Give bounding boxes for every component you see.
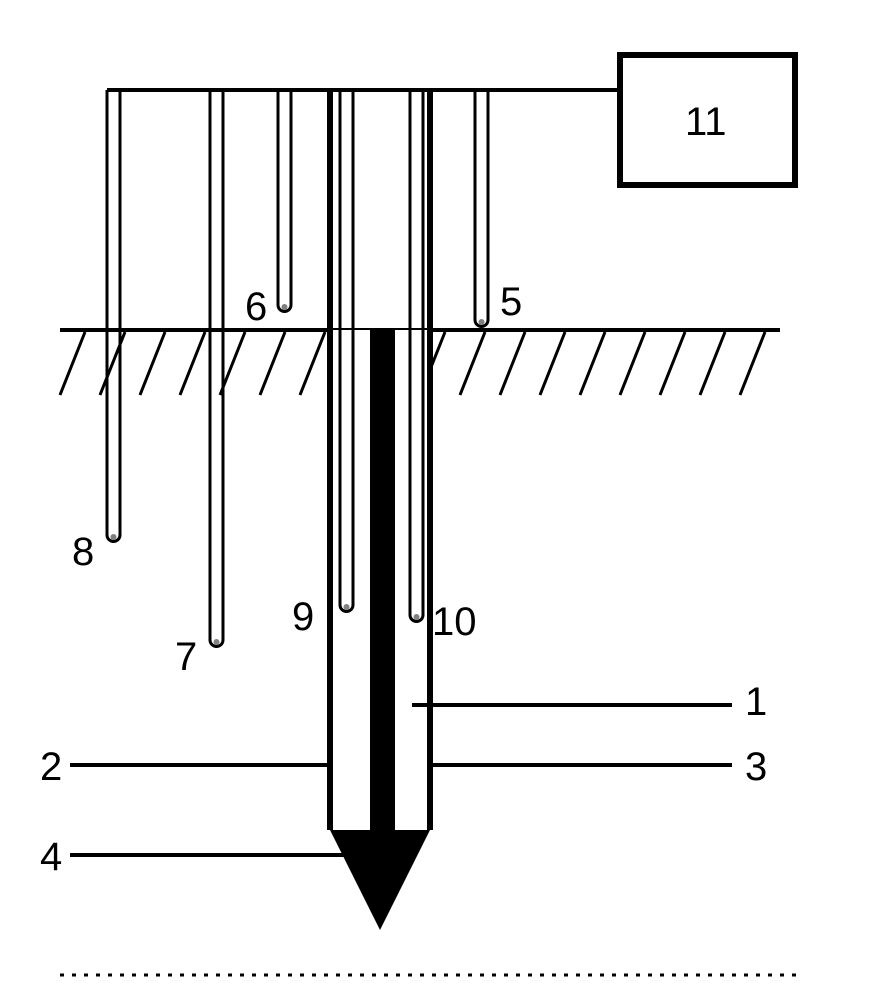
label-11: 11 [685, 100, 727, 145]
label-3: 3 [745, 745, 767, 790]
label-9: 9 [292, 595, 314, 640]
label-7: 7 [175, 635, 197, 680]
label-10: 10 [432, 600, 477, 645]
label-2: 2 [40, 745, 62, 790]
label-8: 8 [72, 530, 94, 575]
label-6: 6 [245, 285, 267, 330]
diagram-svg [0, 0, 883, 1000]
label-1: 1 [745, 680, 767, 725]
label-4: 4 [40, 835, 62, 880]
diagram-container: 1 2 3 4 5 6 7 8 9 10 11 [0, 0, 883, 1000]
label-5: 5 [500, 280, 522, 325]
